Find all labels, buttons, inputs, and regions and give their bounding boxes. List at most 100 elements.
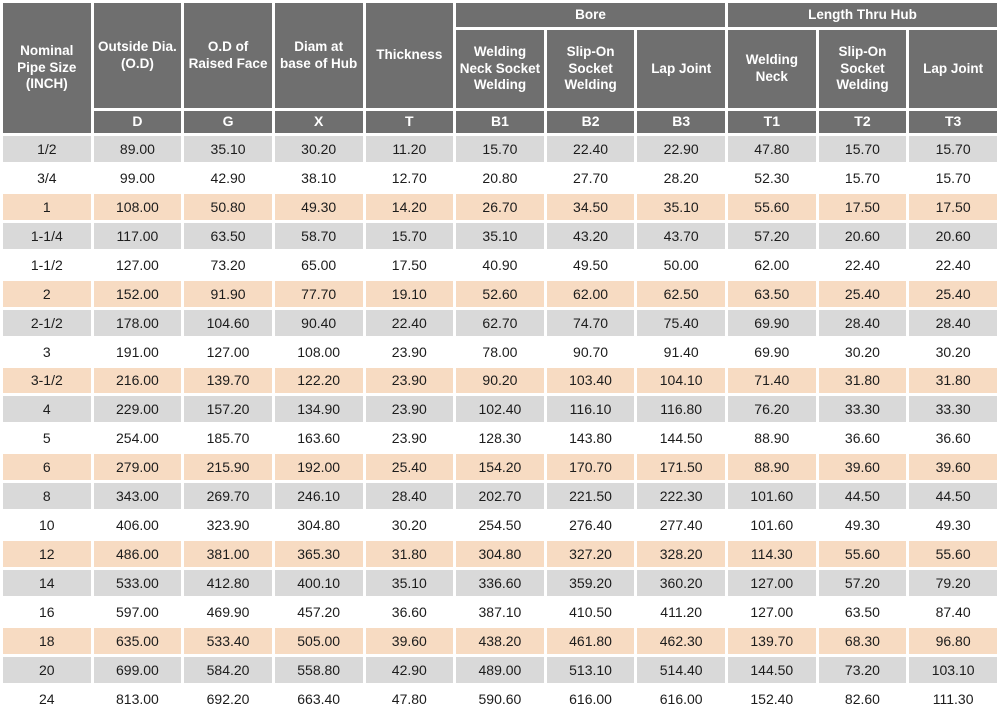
dimension-value-cell: 108.00 [93, 193, 182, 220]
dimension-value-cell: 365.30 [274, 541, 363, 568]
dimension-value-cell: 597.00 [93, 599, 182, 625]
dimension-value-cell: 15.70 [818, 136, 907, 162]
dimension-value-cell: 30.20 [909, 338, 997, 365]
dimension-value-cell: 96.80 [909, 627, 997, 654]
dimension-value-cell: 216.00 [93, 367, 182, 394]
dimension-value-cell: 171.50 [637, 454, 725, 481]
dimension-value-cell: 108.00 [274, 338, 363, 365]
dimension-value-cell: 104.60 [184, 309, 272, 336]
dimension-value-cell: 89.00 [93, 136, 182, 162]
header-group-bore: Bore [456, 3, 725, 27]
header-od-raised-face: O.D of Raised Face [184, 3, 272, 108]
dimension-value-cell: 39.60 [909, 454, 997, 481]
dimension-value-cell: 254.50 [456, 512, 544, 539]
dimension-value-cell: 22.90 [637, 136, 725, 162]
dimension-value-cell: 44.50 [909, 483, 997, 510]
dimension-value-cell: 616.00 [637, 685, 725, 712]
dimension-value-cell: 20.80 [456, 164, 544, 191]
pipe-size-cell: 6 [3, 454, 91, 481]
dimension-value-cell: 20.60 [818, 222, 907, 249]
header-bore-welding-neck-socket-welding: Welding Neck Socket Welding [456, 30, 544, 108]
dimension-value-cell: 62.00 [546, 280, 635, 307]
dimension-value-cell: 40.90 [456, 251, 544, 278]
dimension-value-cell: 31.80 [818, 367, 907, 394]
pipe-size-cell: 3-1/2 [3, 367, 91, 394]
dimension-value-cell: 15.70 [818, 164, 907, 191]
dimension-value-cell: 117.00 [93, 222, 182, 249]
dimension-value-cell: 23.90 [365, 367, 454, 394]
header-letter-t2: T2 [818, 111, 907, 133]
dimension-value-cell: 15.70 [909, 164, 997, 191]
dimension-value-cell: 514.40 [637, 656, 725, 683]
dimension-value-cell: 49.30 [909, 512, 997, 539]
dimension-value-cell: 17.50 [365, 251, 454, 278]
dimension-value-cell: 513.10 [546, 656, 635, 683]
dimension-value-cell: 157.20 [184, 396, 272, 423]
table-row: 1 108.00 50.80 49.30 14.20 26.70 34.50 35.10 55.… [3, 193, 997, 220]
header-letter-d: D [93, 111, 182, 133]
dimension-value-cell: 77.70 [274, 280, 363, 307]
dimension-value-cell: 411.20 [637, 599, 725, 625]
dimension-value-cell: 101.60 [728, 483, 816, 510]
dimension-value-cell: 12.70 [365, 164, 454, 191]
dimension-value-cell: 222.30 [637, 483, 725, 510]
dimension-value-cell: 35.10 [456, 222, 544, 249]
dimension-value-cell: 170.70 [546, 454, 635, 481]
dimension-value-cell: 279.00 [93, 454, 182, 481]
table-body: 1/2 89.00 35.10 30.20 11.20 15.70 22.40 22.90 47… [3, 136, 997, 712]
table-row: 3-1/2 216.00 139.70 122.20 23.90 90.20 103.40 1… [3, 367, 997, 394]
dimension-value-cell: 17.50 [818, 193, 907, 220]
dimension-value-cell: 412.80 [184, 570, 272, 596]
header-thickness: Thickness [365, 3, 454, 108]
dimension-value-cell: 57.20 [728, 222, 816, 249]
dimension-value-cell: 69.90 [728, 309, 816, 336]
dimension-value-cell: 457.20 [274, 599, 363, 625]
table-row: 5 254.00 185.70 163.60 23.90 128.30 143.80 144.… [3, 425, 997, 452]
dimension-value-cell: 47.80 [365, 685, 454, 712]
dimension-value-cell: 229.00 [93, 396, 182, 423]
dimension-value-cell: 102.40 [456, 396, 544, 423]
header-letter-t3: T3 [909, 111, 997, 133]
dimension-value-cell: 269.70 [184, 483, 272, 510]
dimension-value-cell: 15.70 [365, 222, 454, 249]
dimension-value-cell: 191.00 [93, 338, 182, 365]
dimension-value-cell: 103.10 [909, 656, 997, 683]
header-length-welding-neck: Welding Neck [728, 30, 816, 108]
dimension-value-cell: 43.20 [546, 222, 635, 249]
dimension-value-cell: 49.50 [546, 251, 635, 278]
table-row: 3 191.00 127.00 108.00 23.90 78.00 90.70 91.40 6… [3, 338, 997, 365]
dimension-value-cell: 33.30 [909, 396, 997, 423]
table-row: 3/4 99.00 42.90 38.10 12.70 20.80 27.70 28.20 52… [3, 164, 997, 191]
dimension-value-cell: 62.00 [728, 251, 816, 278]
dimension-value-cell: 68.30 [818, 627, 907, 654]
dimension-value-cell: 87.40 [909, 599, 997, 625]
dimension-value-cell: 17.50 [909, 193, 997, 220]
dimension-value-cell: 406.00 [93, 512, 182, 539]
dimension-value-cell: 78.00 [456, 338, 544, 365]
dimension-value-cell: 505.00 [274, 627, 363, 654]
table-row: 18 635.00 533.40 505.00 39.60 438.20 461.80 462… [3, 627, 997, 654]
dimension-value-cell: 699.00 [93, 656, 182, 683]
dimension-value-cell: 336.60 [456, 570, 544, 596]
pipe-size-cell: 4 [3, 396, 91, 423]
dimension-value-cell: 328.20 [637, 541, 725, 568]
pipe-size-cell: 8 [3, 483, 91, 510]
header-length-lap-joint: Lap Joint [909, 30, 997, 108]
dimension-value-cell: 90.40 [274, 309, 363, 336]
dimension-value-cell: 277.40 [637, 512, 725, 539]
dimension-value-cell: 65.00 [274, 251, 363, 278]
pipe-size-cell: 3 [3, 338, 91, 365]
dimension-value-cell: 27.70 [546, 164, 635, 191]
dimension-value-cell: 152.40 [728, 685, 816, 712]
header-nominal-pipe-size: Nominal Pipe Size (INCH) [3, 3, 91, 133]
dimension-value-cell: 52.30 [728, 164, 816, 191]
dimension-value-cell: 25.40 [818, 280, 907, 307]
dimension-value-cell: 39.60 [365, 627, 454, 654]
dimension-value-cell: 15.70 [909, 136, 997, 162]
header-group-length-thru-hub: Length Thru Hub [728, 3, 997, 27]
dimension-value-cell: 62.50 [637, 280, 725, 307]
pipe-size-cell: 20 [3, 656, 91, 683]
dimension-value-cell: 31.80 [365, 541, 454, 568]
dimension-value-cell: 39.60 [818, 454, 907, 481]
table-row: 24 813.00 692.20 663.40 47.80 590.60 616.00 616… [3, 685, 997, 712]
